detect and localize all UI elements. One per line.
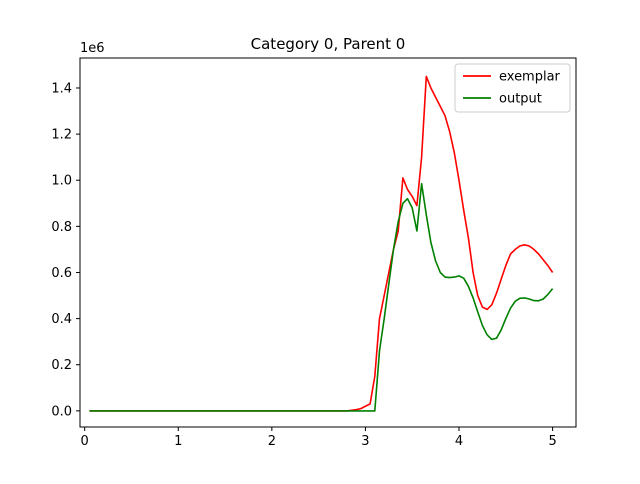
legend-label-exemplar: exemplar [499, 70, 561, 85]
chart-title: Category 0, Parent 0 [251, 35, 406, 53]
axes: 0 1 2 3 4 5 0.0 0.2 0.4 0.6 0.8 1.0 1.2 1.4 [51, 81, 556, 449]
plot-frame [79, 57, 577, 428]
y-tick-label: 1.0 [51, 174, 72, 189]
y-tick-label: 0.6 [51, 266, 72, 281]
series-line-exemplar [89, 75, 554, 412]
series-line-output [89, 182, 554, 412]
legend: exemplar output [454, 63, 571, 113]
y-tick-label: 0.2 [51, 358, 72, 373]
x-tick-label: 2 [268, 434, 276, 449]
x-tick-label: 5 [548, 434, 556, 449]
x-tick-label: 3 [361, 434, 369, 449]
y-tick-label: 1.4 [51, 81, 72, 96]
y-tick-label: 0.0 [51, 404, 72, 419]
x-tick-label: 1 [174, 434, 182, 449]
y-tick-label: 0.4 [51, 312, 72, 327]
series-layer [89, 75, 554, 412]
y-tick-label: 1.2 [51, 128, 72, 143]
y-tick-label: 0.8 [51, 220, 72, 235]
x-tick-label: 4 [455, 434, 463, 449]
x-tick-label: 0 [81, 434, 89, 449]
legend-label-output: output [499, 92, 542, 107]
y-axis-offset-label: 1e6 [80, 41, 105, 56]
